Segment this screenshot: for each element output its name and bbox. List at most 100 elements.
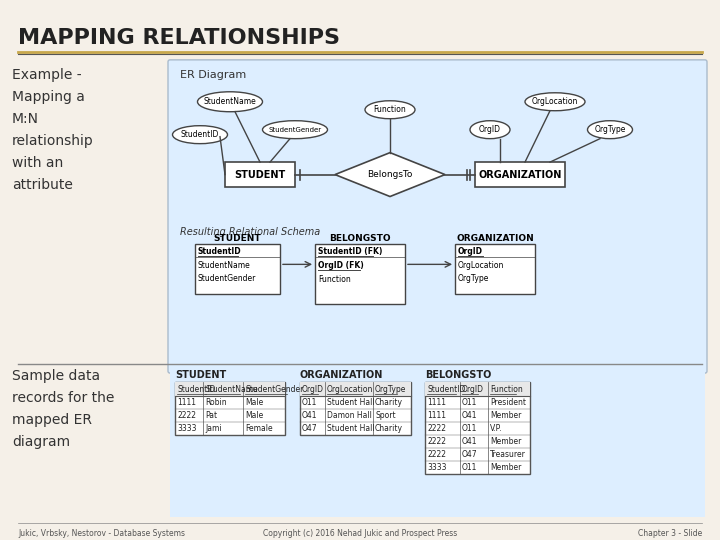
- Text: StudentGender: StudentGender: [245, 384, 303, 394]
- Text: President: President: [490, 398, 526, 407]
- Text: O41: O41: [462, 437, 477, 446]
- FancyBboxPatch shape: [170, 369, 705, 517]
- Text: OrgID (FK): OrgID (FK): [318, 261, 364, 271]
- Text: M:N: M:N: [12, 112, 39, 126]
- Text: Damon Hall: Damon Hall: [327, 411, 372, 420]
- Text: STUDENT: STUDENT: [175, 370, 226, 380]
- Text: Function: Function: [490, 384, 523, 394]
- Text: ER Diagram: ER Diagram: [180, 70, 246, 80]
- Text: with an: with an: [12, 156, 63, 170]
- Text: StudentID: StudentID: [177, 384, 215, 394]
- Text: OrgLocation: OrgLocation: [327, 384, 374, 394]
- Text: mapped ER: mapped ER: [12, 413, 92, 427]
- Ellipse shape: [470, 121, 510, 139]
- Text: 2222: 2222: [427, 424, 446, 433]
- Text: Jami: Jami: [205, 424, 222, 433]
- FancyBboxPatch shape: [300, 382, 411, 435]
- Text: StudentName: StudentName: [205, 384, 258, 394]
- Text: Member: Member: [490, 437, 521, 446]
- Text: Robin: Robin: [205, 398, 227, 407]
- Ellipse shape: [173, 126, 228, 144]
- Text: Treasurer: Treasurer: [490, 450, 526, 459]
- Text: MAPPING RELATIONSHIPS: MAPPING RELATIONSHIPS: [18, 28, 340, 48]
- Text: 2222: 2222: [427, 437, 446, 446]
- Text: StudentID: StudentID: [181, 130, 219, 139]
- Text: OrgID: OrgID: [462, 384, 484, 394]
- Text: O11: O11: [462, 463, 477, 472]
- FancyBboxPatch shape: [425, 382, 530, 474]
- Ellipse shape: [525, 93, 585, 111]
- Text: ORGANIZATION: ORGANIZATION: [300, 370, 383, 380]
- Text: StudentID (FK): StudentID (FK): [318, 247, 382, 256]
- Text: Student Hall: Student Hall: [327, 398, 374, 407]
- FancyBboxPatch shape: [225, 162, 295, 187]
- Text: BelongsTo: BelongsTo: [367, 170, 413, 179]
- Text: O11: O11: [462, 424, 477, 433]
- Text: attribute: attribute: [12, 178, 73, 192]
- Text: OrgType: OrgType: [375, 384, 406, 394]
- Text: ORGANIZATION: ORGANIZATION: [456, 234, 534, 244]
- Text: OrgID: OrgID: [479, 125, 501, 134]
- Text: STUDENT: STUDENT: [235, 170, 286, 180]
- Text: 2222: 2222: [427, 450, 446, 459]
- FancyBboxPatch shape: [455, 245, 535, 294]
- Text: Function: Function: [374, 105, 406, 114]
- Text: STUDENT: STUDENT: [214, 234, 261, 244]
- Text: OrgType: OrgType: [594, 125, 626, 134]
- FancyBboxPatch shape: [475, 162, 565, 187]
- Text: BELONGSTO: BELONGSTO: [329, 234, 391, 244]
- Text: OrgLocation: OrgLocation: [458, 261, 505, 271]
- Ellipse shape: [365, 101, 415, 119]
- Text: StudentGender: StudentGender: [198, 274, 256, 284]
- Ellipse shape: [197, 92, 263, 112]
- Text: O11: O11: [302, 398, 318, 407]
- Text: Function: Function: [318, 275, 351, 285]
- Text: Member: Member: [490, 411, 521, 420]
- Text: 1111: 1111: [427, 411, 446, 420]
- Text: O47: O47: [462, 450, 477, 459]
- Text: Male: Male: [245, 411, 264, 420]
- Text: Pat: Pat: [205, 411, 217, 420]
- Text: StudentID: StudentID: [427, 384, 465, 394]
- Text: V.P.: V.P.: [490, 424, 503, 433]
- Text: Female: Female: [245, 424, 273, 433]
- Text: BELONGSTO: BELONGSTO: [425, 370, 491, 380]
- Text: OrgID: OrgID: [302, 384, 324, 394]
- Text: 1111: 1111: [177, 398, 196, 407]
- Text: Example -: Example -: [12, 68, 81, 82]
- FancyBboxPatch shape: [315, 245, 405, 304]
- Text: 3333: 3333: [177, 424, 197, 433]
- Text: OrgLocation: OrgLocation: [532, 97, 578, 106]
- Text: O11: O11: [462, 398, 477, 407]
- Text: Mapping a: Mapping a: [12, 90, 85, 104]
- Text: StudentName: StudentName: [204, 97, 256, 106]
- Text: ORGANIZATION: ORGANIZATION: [478, 170, 562, 180]
- Text: 1111: 1111: [427, 398, 446, 407]
- Text: Charity: Charity: [375, 398, 403, 407]
- Text: OrgID: OrgID: [458, 247, 483, 256]
- Text: Male: Male: [245, 398, 264, 407]
- Polygon shape: [335, 153, 445, 197]
- FancyBboxPatch shape: [425, 382, 530, 396]
- Text: 2222: 2222: [177, 411, 196, 420]
- FancyBboxPatch shape: [168, 60, 707, 373]
- Text: diagram: diagram: [12, 435, 70, 449]
- Text: Resulting Relational Schema: Resulting Relational Schema: [180, 227, 320, 238]
- Text: Sample data: Sample data: [12, 369, 100, 383]
- Ellipse shape: [588, 121, 632, 139]
- Text: Charity: Charity: [375, 424, 403, 433]
- FancyBboxPatch shape: [175, 382, 285, 396]
- Text: Jukic, Vrbsky, Nestorov - Database Systems: Jukic, Vrbsky, Nestorov - Database Syste…: [18, 529, 185, 538]
- Text: StudentName: StudentName: [198, 261, 251, 271]
- FancyBboxPatch shape: [195, 245, 280, 294]
- Text: O47: O47: [302, 424, 318, 433]
- Text: Chapter 3 - Slide: Chapter 3 - Slide: [638, 529, 702, 538]
- FancyBboxPatch shape: [175, 382, 285, 435]
- Text: 3333: 3333: [427, 463, 446, 472]
- Text: Member: Member: [490, 463, 521, 472]
- Text: OrgType: OrgType: [458, 274, 490, 284]
- Text: O41: O41: [302, 411, 318, 420]
- Text: StudentID: StudentID: [198, 247, 242, 256]
- Text: StudentGender: StudentGender: [269, 127, 322, 133]
- Text: Sport: Sport: [375, 411, 395, 420]
